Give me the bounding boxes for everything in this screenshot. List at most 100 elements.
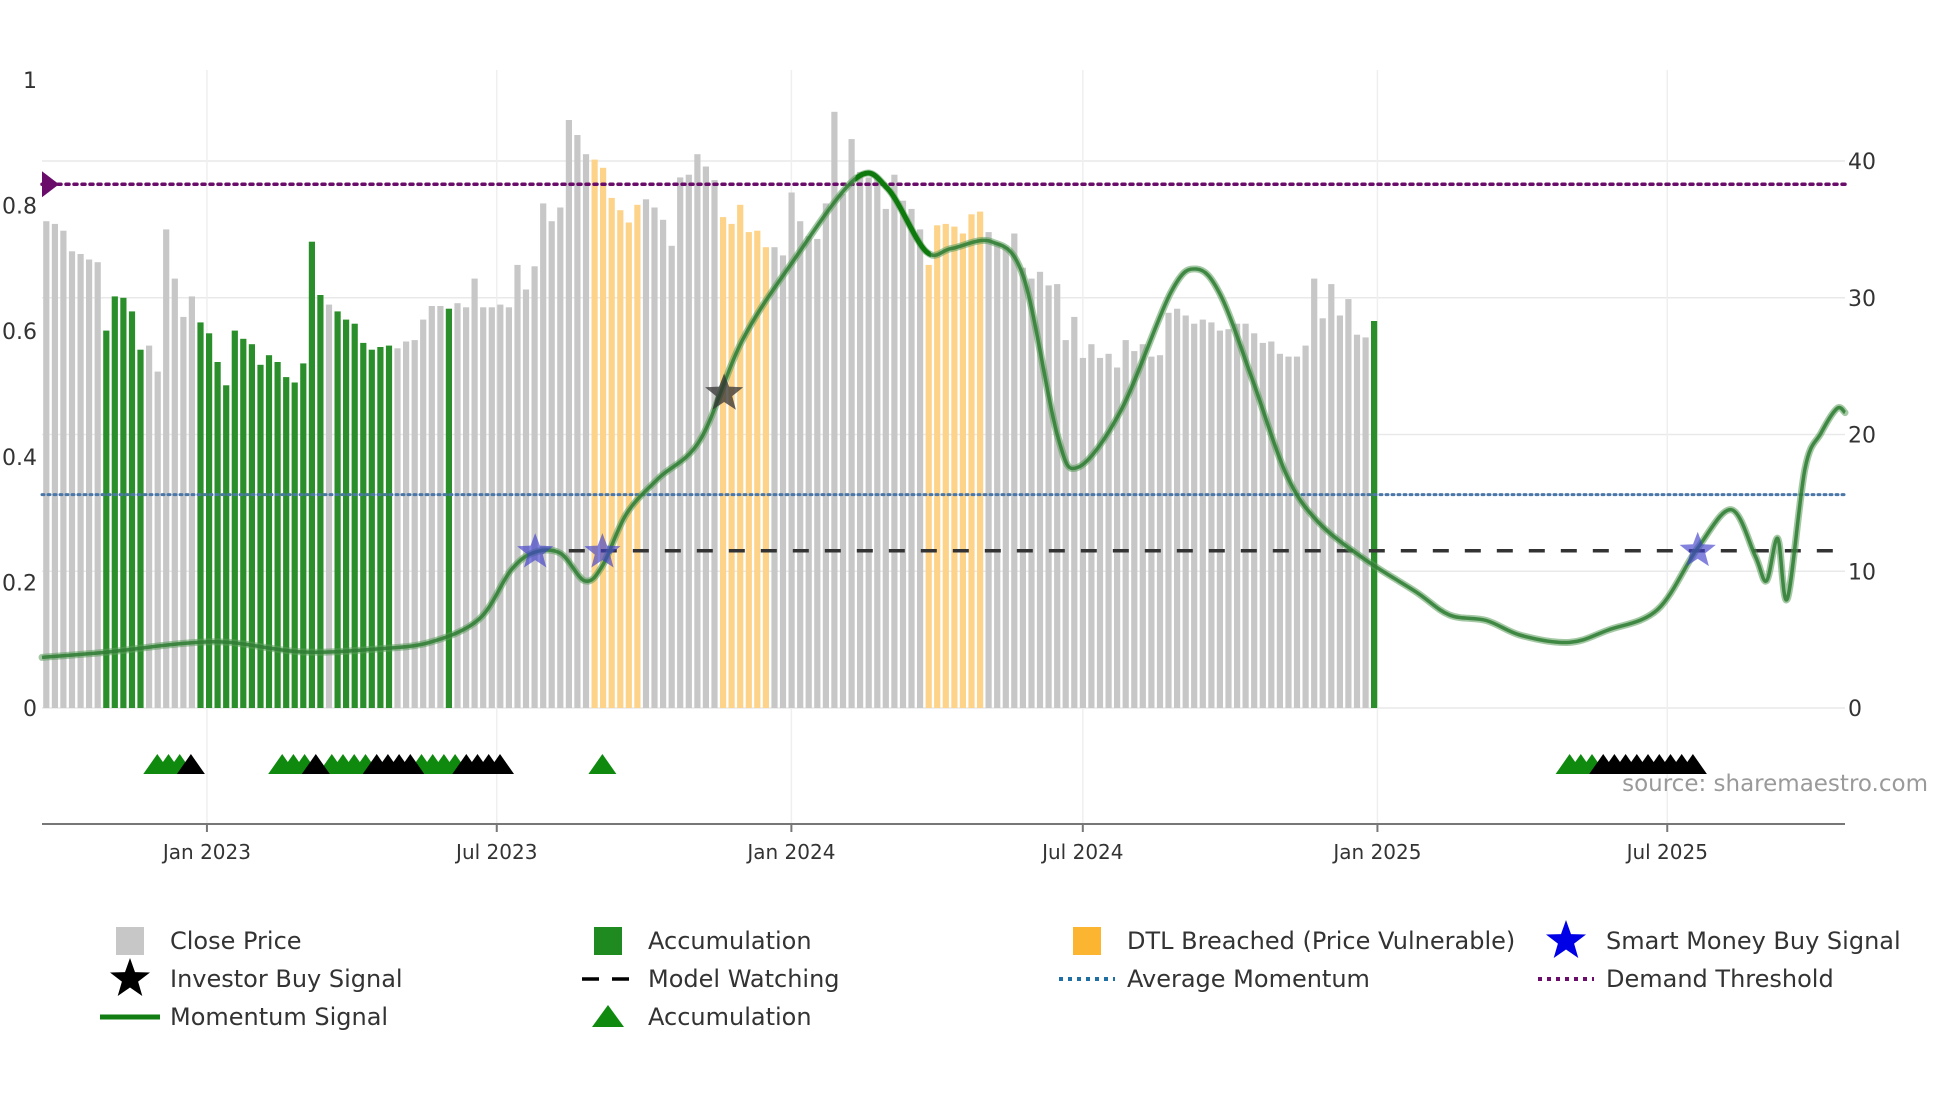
smart-money-buy-star — [584, 533, 621, 568]
accumulation-bar — [317, 295, 324, 708]
x-tick-label: Jan 2025 — [1331, 840, 1421, 864]
signal-triangle — [301, 754, 330, 774]
close-price-bar — [51, 223, 58, 708]
accumulation-bar — [120, 297, 127, 709]
close-price-bar — [771, 247, 778, 708]
accumulation-bar — [257, 364, 264, 708]
demand-threshold-marker — [42, 171, 59, 198]
close-price-bar — [779, 255, 787, 708]
close-price-bar — [86, 259, 93, 708]
legend-label: Model Watching — [648, 965, 840, 993]
legend-label: Close Price — [170, 927, 302, 955]
close-price-bar — [1148, 356, 1155, 708]
price-bars — [43, 111, 1378, 709]
right-tick-label: 0 — [1848, 697, 1862, 722]
reference-lines — [40, 171, 1847, 553]
close-price-bar — [1182, 315, 1189, 708]
accumulation-bar — [265, 355, 273, 708]
legend-item: Average Momentum — [1059, 965, 1370, 993]
close-price-bar — [1122, 340, 1129, 708]
accumulation-bar — [300, 363, 307, 708]
dtl-bar — [600, 167, 607, 709]
close-price-bar — [1225, 329, 1232, 708]
close-price-bar — [1251, 333, 1258, 708]
close-price-bar — [565, 120, 572, 708]
close-price-bar — [1131, 351, 1138, 708]
close-price-bar — [694, 154, 701, 708]
dtl-bar — [951, 226, 958, 708]
axes: Jan 2023 Jul 2023 Jan 2024 Jul 2024 Jan 2025… — [2, 69, 1876, 864]
left-tick-label: 1 — [23, 69, 37, 94]
close-price-bar — [1071, 316, 1078, 708]
left-tick-label: 0.2 — [2, 571, 37, 596]
accumulation-bar — [334, 311, 341, 708]
close-price-bar — [985, 232, 992, 708]
close-price-bar — [1002, 247, 1009, 708]
close-price-bar — [917, 229, 924, 708]
legend-label: Accumulation — [648, 927, 812, 955]
legend-item: Accumulation — [594, 927, 812, 955]
legend-swatch-star — [110, 958, 150, 996]
accumulation-bar — [214, 362, 221, 708]
dtl-bar — [737, 204, 744, 709]
left-tick-label: 0.8 — [2, 195, 37, 220]
close-price-bar — [188, 296, 195, 708]
accumulation-bar — [137, 349, 144, 708]
right-tick-label: 10 — [1848, 560, 1876, 585]
close-price-bar — [1302, 345, 1309, 708]
close-price-bar — [1079, 357, 1086, 708]
dtl-bar — [968, 214, 975, 709]
smart-money-buy-star — [517, 533, 554, 568]
close-price-bar — [882, 208, 889, 708]
legend-item: Close Price — [116, 927, 302, 955]
close-price-bar — [68, 251, 76, 709]
x-tick-label: Jul 2024 — [1040, 840, 1123, 864]
close-price-bar — [677, 177, 684, 708]
close-price-bar — [668, 245, 675, 709]
close-price-bar — [857, 171, 864, 708]
dtl-bar — [934, 225, 941, 709]
left-tick-label: 0 — [23, 697, 37, 722]
close-price-bar — [1105, 353, 1112, 708]
close-price-bar — [1156, 355, 1164, 708]
accumulation-bar — [377, 347, 384, 708]
close-price-bar — [1353, 334, 1361, 708]
close-price-bar — [702, 166, 709, 708]
close-price-bar — [1234, 323, 1241, 708]
dtl-bar — [608, 197, 615, 708]
close-price-bar — [548, 221, 555, 708]
dtl-bar — [959, 233, 966, 708]
legend-swatch-star — [1546, 920, 1586, 958]
close-price-bar — [463, 307, 470, 708]
momentum-series — [38, 169, 1849, 661]
close-price-bar — [1174, 308, 1181, 708]
accumulation-bar — [291, 382, 298, 708]
source-label: source: sharemaestro.com — [1622, 771, 1928, 797]
close-price-bar — [1096, 357, 1104, 708]
close-price-bar — [420, 319, 427, 708]
close-price-bar — [1268, 341, 1275, 708]
dtl-bar — [720, 217, 727, 708]
close-price-bar — [1199, 319, 1206, 708]
accumulation-bar — [360, 342, 367, 708]
close-price-bar — [1191, 323, 1198, 708]
dtl-bar — [591, 159, 598, 709]
close-price-bar — [557, 207, 564, 708]
dtl-bar — [762, 247, 769, 708]
close-price-bar — [531, 266, 538, 708]
close-price-bar — [891, 174, 898, 708]
signal-triangle — [396, 754, 425, 774]
close-price-bar — [180, 316, 187, 708]
close-price-bar — [685, 174, 692, 708]
legend-label: Demand Threshold — [1606, 965, 1834, 993]
accumulation-bar — [111, 296, 118, 708]
close-price-bar — [325, 304, 333, 708]
close-price-bar — [454, 303, 461, 708]
accumulation-bar — [308, 241, 315, 708]
close-price-bar — [60, 230, 67, 708]
legend-item: Smart Money Buy Signal — [1546, 920, 1901, 958]
x-tick-label: Jul 2023 — [454, 840, 537, 864]
investor-buy-star — [705, 373, 744, 410]
